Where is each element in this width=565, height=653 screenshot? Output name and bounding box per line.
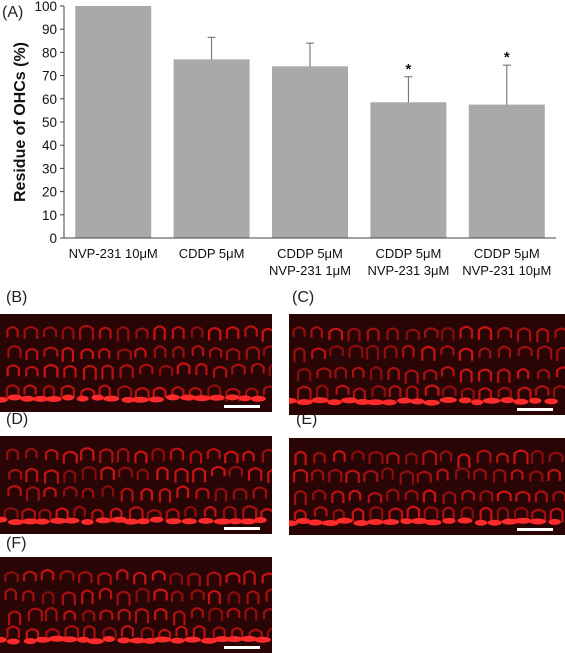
y-axis-title: Residue of OHCs (%): [12, 42, 29, 202]
bar: [370, 102, 447, 238]
y-tick-label: 70: [42, 69, 57, 84]
y-tick-label: 40: [42, 138, 57, 153]
category-label: CDDP 5μM: [277, 246, 343, 261]
panel-label-c: (C): [292, 289, 315, 306]
panel-label-e: (E): [296, 411, 318, 428]
y-tick-label: 50: [42, 115, 57, 130]
micrograph-b: [0, 314, 272, 412]
scale-bar: [517, 408, 553, 411]
y-tick-label: 20: [42, 185, 57, 200]
y-tick-label: 100: [34, 0, 57, 14]
panel-label-a: (A): [2, 4, 23, 21]
scale-bar: [224, 405, 260, 408]
bar: [272, 66, 348, 238]
panel-label-b: (B): [6, 289, 28, 306]
significance-marker: *: [405, 61, 411, 78]
bar: [173, 59, 250, 238]
y-tick-label: 10: [42, 208, 57, 223]
bar: [468, 104, 545, 238]
micrograph-c: [289, 314, 565, 415]
y-tick-label: 60: [42, 92, 57, 107]
y-tick-label: 90: [42, 22, 57, 37]
micrograph-f: [0, 557, 272, 653]
category-label: CDDP 5μM: [474, 246, 540, 261]
category-label: NVP-231 3μM: [367, 263, 449, 278]
scale-bar: [224, 646, 260, 649]
panel-label-f: (F): [6, 535, 27, 552]
bar-chart: (A) Residue of OHCs (%) 0 10 20 30 40 50 60 70 80 9…: [2, 0, 556, 278]
category-label: CDDP 5μM: [376, 246, 442, 261]
bar: [75, 6, 152, 238]
panel-label-d: (D): [6, 411, 29, 428]
category-label: NVP-231 10μM: [69, 246, 158, 261]
category-label: CDDP 5μM: [179, 246, 245, 261]
category-label: NVP-231 10μM: [462, 263, 551, 278]
micrograph-e: [289, 438, 565, 535]
micrograph-d: [0, 436, 272, 534]
y-tick-label: 30: [42, 161, 57, 176]
scale-bar: [224, 527, 260, 530]
significance-marker: *: [504, 49, 510, 66]
y-tick-label: 0: [49, 231, 57, 246]
category-label: NVP-231 1μM: [269, 263, 351, 278]
y-tick-label: 80: [42, 45, 57, 60]
scale-bar: [517, 528, 553, 531]
